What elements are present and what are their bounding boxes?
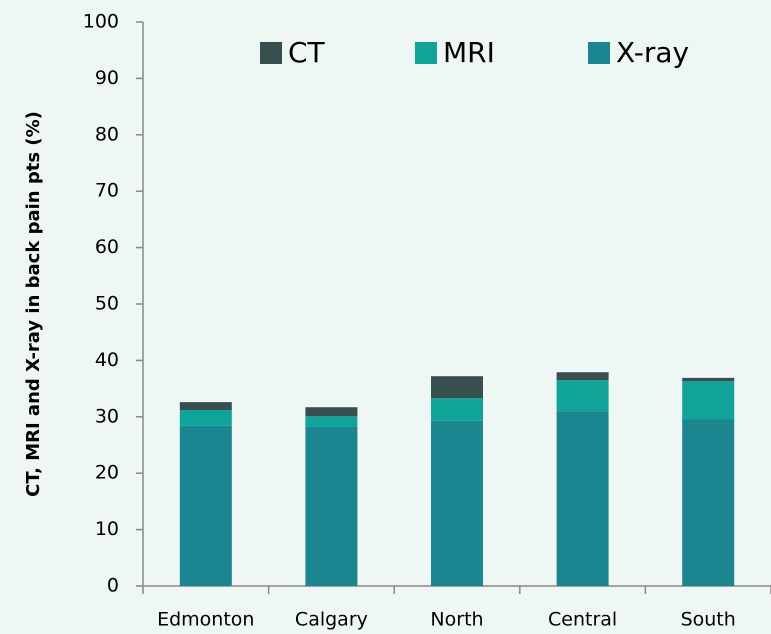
bar-segment	[179, 402, 232, 411]
y-tick-label: 90	[95, 67, 119, 89]
legend-swatch	[415, 42, 437, 64]
bar-segment	[179, 410, 232, 426]
bar-segment	[305, 407, 358, 417]
y-tick-label: 30	[95, 405, 119, 427]
x-tick-label: North	[430, 609, 483, 631]
legend-label: X-ray	[616, 36, 689, 69]
x-tick-label: South	[681, 609, 736, 631]
y-tick-label: 20	[95, 462, 119, 484]
legend-swatch	[260, 42, 282, 64]
bar-segment	[556, 411, 609, 586]
y-axis-label: CT, MRI and X-ray in back pain pts (%)	[23, 111, 44, 497]
bar-segment	[305, 416, 358, 427]
bar-segment	[431, 376, 483, 399]
bar-segment	[682, 381, 735, 420]
y-tick-label: 100	[83, 11, 119, 33]
bar-segment	[431, 420, 483, 586]
bar-segment	[556, 372, 609, 381]
y-tick-label: 0	[107, 575, 119, 597]
y-tick-label: 40	[95, 349, 119, 371]
y-tick-label: 60	[95, 236, 119, 258]
y-tick-label: 10	[95, 518, 119, 540]
x-tick-label: Central	[548, 609, 617, 631]
legend-swatch	[588, 42, 610, 64]
bar-segment	[682, 377, 735, 382]
bar-segment	[556, 380, 609, 412]
bar-segment	[431, 398, 483, 421]
y-tick-label: 80	[95, 123, 119, 145]
y-tick-label: 70	[95, 180, 119, 202]
legend-label: CT	[288, 36, 326, 69]
bar-segment	[179, 425, 232, 586]
y-tick-label: 50	[95, 293, 119, 315]
bar-segment	[305, 426, 358, 586]
legend-label: MRI	[443, 36, 495, 69]
x-tick-label: Edmonton	[157, 609, 254, 631]
x-tick-label: Calgary	[295, 609, 368, 631]
bar-segment	[682, 419, 735, 586]
